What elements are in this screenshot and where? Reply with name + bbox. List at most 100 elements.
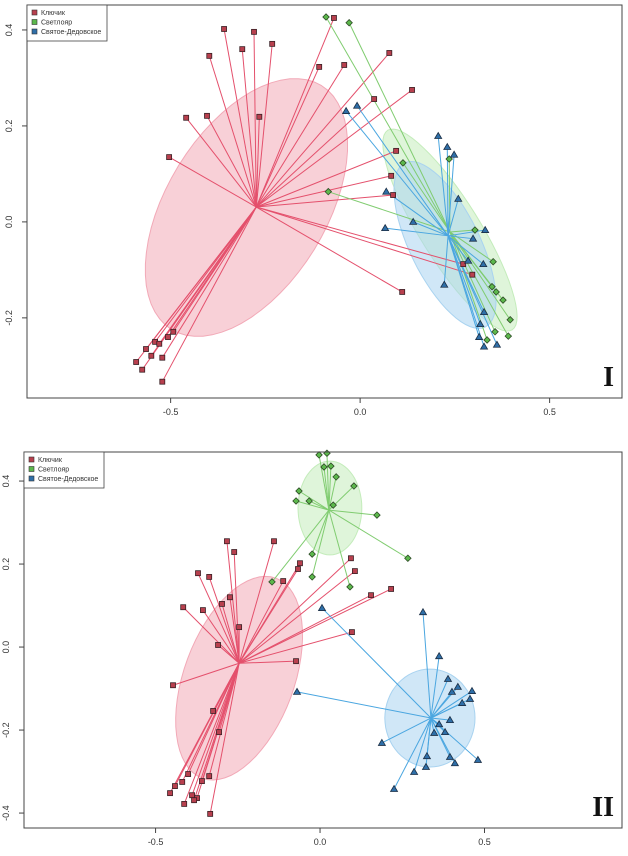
data-point xyxy=(167,790,173,797)
data-point xyxy=(404,554,412,563)
legend-swatch xyxy=(28,456,35,463)
data-point xyxy=(139,366,146,373)
ellipse-Ключик xyxy=(144,78,348,337)
spider-line xyxy=(197,572,240,664)
spider-line xyxy=(447,198,459,236)
spider-line xyxy=(255,43,273,208)
spider-line xyxy=(185,117,257,208)
data-point xyxy=(143,346,149,352)
spider-line xyxy=(449,231,504,301)
data-point xyxy=(199,778,205,785)
data-point xyxy=(377,738,387,746)
y-tick-label: -0.2 xyxy=(4,310,14,326)
data-point xyxy=(206,574,213,580)
data-point xyxy=(352,101,362,109)
data-point xyxy=(473,755,483,763)
spider-line xyxy=(295,500,330,511)
spider-line xyxy=(385,191,449,237)
data-point xyxy=(219,600,225,607)
spider-line xyxy=(321,607,432,719)
spider-line xyxy=(430,717,451,721)
data-point xyxy=(492,288,500,296)
spider-line xyxy=(208,55,257,208)
spider-line xyxy=(422,612,432,719)
data-point xyxy=(179,779,186,785)
x-tick-label: 0.5 xyxy=(478,837,491,847)
panel-II: -0.5 0.0 0.5 -0.4 -0.2 0.0 0.2 0.4 Ключик Светлоя… xyxy=(1,449,623,847)
spider-line xyxy=(449,229,475,233)
data-point xyxy=(348,555,354,562)
data-point xyxy=(471,226,479,234)
spider-line xyxy=(326,453,330,511)
spider-line xyxy=(223,28,257,208)
data-point xyxy=(488,282,496,291)
data-point xyxy=(295,487,303,495)
data-point xyxy=(469,271,476,278)
data-point xyxy=(463,256,473,264)
spider-line xyxy=(325,16,451,233)
spider-line xyxy=(437,135,449,236)
data-point xyxy=(293,658,299,665)
spider-line xyxy=(256,150,397,208)
x-tick-label: 0.0 xyxy=(354,407,367,417)
data-point xyxy=(349,629,355,636)
legend: Ключик Светлояр Святое-Дедовское xyxy=(23,451,105,489)
legend-label: Светлояр xyxy=(41,20,72,27)
legend-box xyxy=(26,4,108,42)
data-point xyxy=(329,501,337,509)
data-point xyxy=(447,687,457,695)
plot-frame xyxy=(26,4,623,399)
data-point xyxy=(443,674,453,682)
data-point xyxy=(450,758,460,767)
legend: Ключик Светлояр Святое-Дедовское xyxy=(26,4,108,42)
data-point xyxy=(380,223,390,232)
spider-line xyxy=(226,541,240,664)
data-point xyxy=(418,607,428,616)
spider-line xyxy=(430,691,453,719)
data-point xyxy=(204,112,210,119)
data-point xyxy=(345,18,353,27)
data-point xyxy=(386,50,393,56)
data-point xyxy=(468,234,478,242)
data-point xyxy=(445,715,455,723)
data-point xyxy=(445,155,453,163)
spider-line xyxy=(311,509,330,578)
data-point xyxy=(322,13,330,21)
spider-line xyxy=(443,235,449,285)
data-point xyxy=(474,332,484,340)
data-point xyxy=(148,352,155,359)
spider-line xyxy=(447,235,484,265)
spider-line xyxy=(238,570,356,664)
data-point xyxy=(297,560,303,567)
data-point xyxy=(305,497,313,505)
data-point xyxy=(434,719,444,728)
legend-label: Ключик xyxy=(41,10,66,17)
spider-line xyxy=(255,64,345,208)
spider-line xyxy=(449,231,511,321)
spider-line xyxy=(256,206,473,276)
spider-line xyxy=(239,660,297,664)
spider-line xyxy=(447,235,481,325)
data-point xyxy=(479,259,488,268)
spider-line xyxy=(172,206,257,333)
spider-line xyxy=(328,509,351,588)
spider-line xyxy=(323,466,330,511)
data-point xyxy=(492,340,502,348)
data-point xyxy=(159,354,166,361)
data-point xyxy=(327,462,335,470)
data-point xyxy=(269,40,276,47)
data-point xyxy=(200,607,206,614)
spider-line xyxy=(447,235,469,262)
data-point xyxy=(172,783,178,789)
data-point xyxy=(159,378,166,385)
spider-line xyxy=(158,206,257,345)
legend-label: Ключик xyxy=(38,457,63,464)
data-point xyxy=(453,682,463,690)
spider-line xyxy=(449,231,509,337)
spider-line xyxy=(229,597,240,664)
data-point xyxy=(165,334,171,340)
data-point xyxy=(368,592,374,599)
spider-line xyxy=(446,147,449,236)
spider-line xyxy=(256,206,464,265)
